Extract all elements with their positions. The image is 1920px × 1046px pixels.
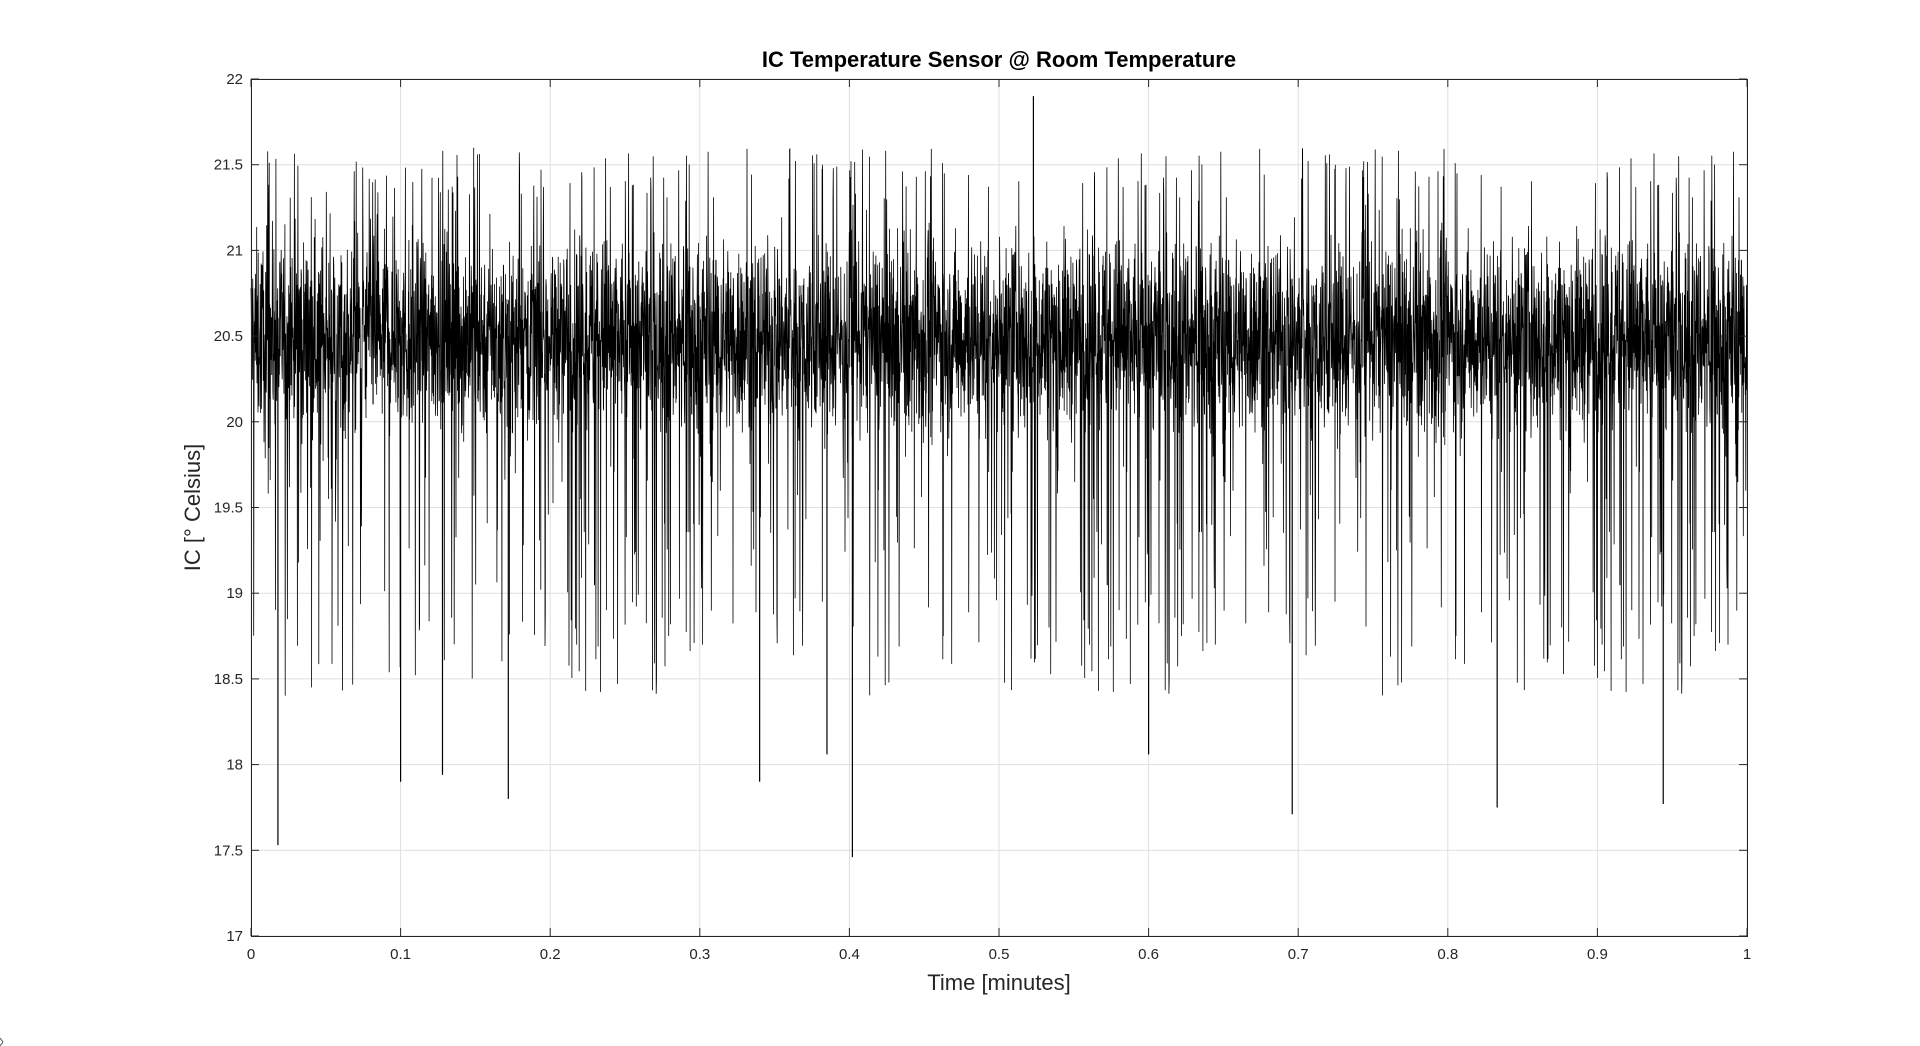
y-tick-label: 18.5	[214, 671, 243, 688]
y-tick-label: 22	[226, 71, 243, 88]
x-tick-label: 1	[1743, 946, 1751, 963]
x-tick-label: 0.9	[1587, 946, 1608, 963]
y-tick-label: 21.5	[214, 157, 243, 174]
y-tick-label: 17.5	[214, 842, 243, 859]
x-tick-label: 0.7	[1288, 946, 1309, 963]
x-tick-label: 0.8	[1437, 946, 1458, 963]
y-tick-label: 21	[226, 242, 243, 259]
x-tick-labels: 0 0.1 0.2 0.3 0.4 0.5 0.6 0.7 0.8 0.9 1	[247, 946, 1751, 963]
y-tick-label: 20	[226, 414, 243, 431]
y-tick-label: 19	[226, 585, 243, 602]
x-tick-label: 0.1	[390, 946, 411, 963]
y-tick-label: 17	[226, 928, 243, 945]
x-tick-label: 0.5	[989, 946, 1010, 963]
axis-ticks	[250, 78, 1748, 937]
y-tick-labels: 17 17.5 18 18.5 19 19.5 20 20.5 21 21.5 22	[214, 71, 243, 945]
x-tick-label: 0	[247, 946, 255, 963]
y-axis-label: IC [° Celsius]	[180, 444, 205, 571]
x-tick-label: 0.2	[540, 946, 561, 963]
y-tick-label: 18	[226, 757, 243, 774]
x-tick-label: 0.3	[689, 946, 710, 963]
chart-title: IC Temperature Sensor @ Room Temperature	[762, 47, 1236, 72]
x-tick-label: 0.6	[1138, 946, 1159, 963]
temperature-series	[250, 96, 1748, 858]
x-axis-label: Time [minutes]	[927, 970, 1070, 995]
x-tick-label: 0.4	[839, 946, 860, 963]
y-tick-label: 19.5	[214, 500, 243, 517]
y-tick-label: 20.5	[214, 328, 243, 345]
window-corner-icon	[0, 1038, 4, 1046]
